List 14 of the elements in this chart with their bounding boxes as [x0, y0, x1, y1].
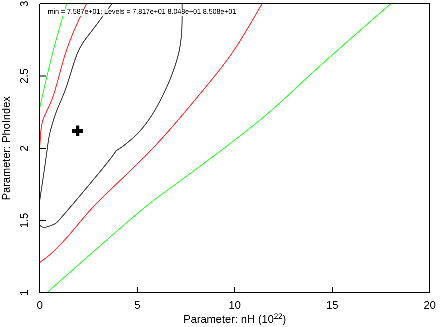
x-tick-label: 0	[36, 300, 44, 312]
line-series	[40, 4, 263, 264]
y-axis-title: Parameter: PhoIndex	[1, 96, 13, 200]
y-tick-label: 2.5	[19, 68, 31, 84]
x-tick-label: 20	[424, 300, 436, 312]
y-tick-label: 1	[19, 290, 31, 296]
x-tick-label: 15	[326, 300, 339, 312]
x-axis-title: Parameter: nH (10$^{22}$)	[184, 312, 286, 326]
y-tick-label: 1.5	[19, 213, 31, 228]
x-tick-label: 10	[228, 300, 242, 312]
y-tick-label: 2	[19, 145, 31, 152]
x-tick-label: 5	[134, 300, 141, 312]
line-series	[46, 4, 392, 293]
y-tick-label: 3	[19, 0, 31, 8]
